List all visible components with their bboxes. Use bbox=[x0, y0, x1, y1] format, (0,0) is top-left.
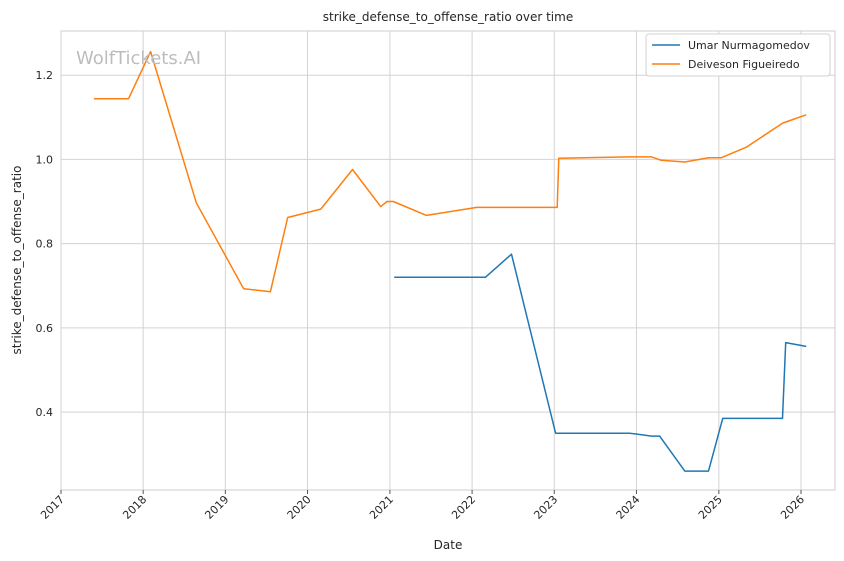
plot-background bbox=[60, 30, 836, 491]
x-tick-label: 2023 bbox=[531, 493, 560, 522]
y-tick-label: 0.4 bbox=[36, 406, 54, 419]
series-line-deiveson-figueiredo bbox=[93, 50, 807, 293]
y-tick-label: 0.6 bbox=[36, 322, 54, 335]
x-tick-label: 2021 bbox=[367, 493, 396, 522]
y-tick-label: 1.2 bbox=[36, 69, 54, 82]
x-tick-label: 2022 bbox=[449, 493, 478, 522]
x-tick-label: 2017 bbox=[38, 493, 67, 522]
legend-box bbox=[645, 33, 831, 77]
legend: Umar Nurmagomedov Deiveson Figueiredo bbox=[645, 33, 831, 77]
gridlines bbox=[60, 31, 835, 494]
chart-title: strike_defense_to_offense_ratio over tim… bbox=[323, 10, 573, 24]
y-tick-label: 1.0 bbox=[36, 153, 54, 166]
series-line-umar-nurmagomedov bbox=[394, 253, 807, 472]
y-tick-label: 0.8 bbox=[36, 238, 54, 251]
x-tick-label: 2025 bbox=[696, 493, 725, 522]
x-tick-label: 2020 bbox=[285, 493, 314, 522]
x-tick-label: 2024 bbox=[614, 493, 643, 522]
legend-label-deiveson-figueiredo: Deiveson Figueiredo bbox=[688, 58, 800, 71]
watermark: WolfTickets.AI bbox=[76, 48, 201, 69]
x-axis-label: Date bbox=[434, 538, 463, 552]
x-tick-label: 2018 bbox=[120, 493, 149, 522]
x-tick-label: 2026 bbox=[778, 493, 807, 522]
y-axis-label: strike_defense_to_offense_ratio bbox=[10, 166, 24, 355]
series-lines bbox=[93, 50, 807, 472]
x-tick-label: 2019 bbox=[202, 493, 231, 522]
legend-label-umar-nurmagomedov: Umar Nurmagomedov bbox=[688, 39, 810, 52]
